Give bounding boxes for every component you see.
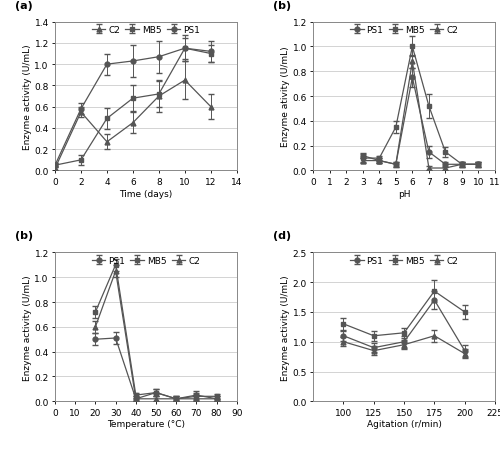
Legend: PS1, MB5, C2: PS1, MB5, C2 xyxy=(348,24,460,37)
X-axis label: pH: pH xyxy=(398,189,410,198)
Legend: C2, MB5, PS1: C2, MB5, PS1 xyxy=(90,24,202,37)
X-axis label: Temperature (°C): Temperature (°C) xyxy=(107,419,185,428)
Legend: PS1, MB5, C2: PS1, MB5, C2 xyxy=(348,254,460,267)
Y-axis label: Enzyme activity (U/mL): Enzyme activity (U/mL) xyxy=(22,274,32,380)
Y-axis label: Enzyme activity (U/mL): Enzyme activity (U/mL) xyxy=(281,274,290,380)
Legend: PS1, MB5, C2: PS1, MB5, C2 xyxy=(90,254,202,267)
Y-axis label: Enzyme ativity (U/mL): Enzyme ativity (U/mL) xyxy=(281,46,290,147)
X-axis label: Time (days): Time (days) xyxy=(120,189,172,198)
Text: (d): (d) xyxy=(273,231,291,241)
Text: (a): (a) xyxy=(15,1,33,11)
Text: (b): (b) xyxy=(15,231,33,241)
Text: (b): (b) xyxy=(273,1,291,11)
X-axis label: Agitation (r/min): Agitation (r/min) xyxy=(366,419,442,428)
Y-axis label: Enzyme activity (U/mL): Enzyme activity (U/mL) xyxy=(22,44,32,150)
